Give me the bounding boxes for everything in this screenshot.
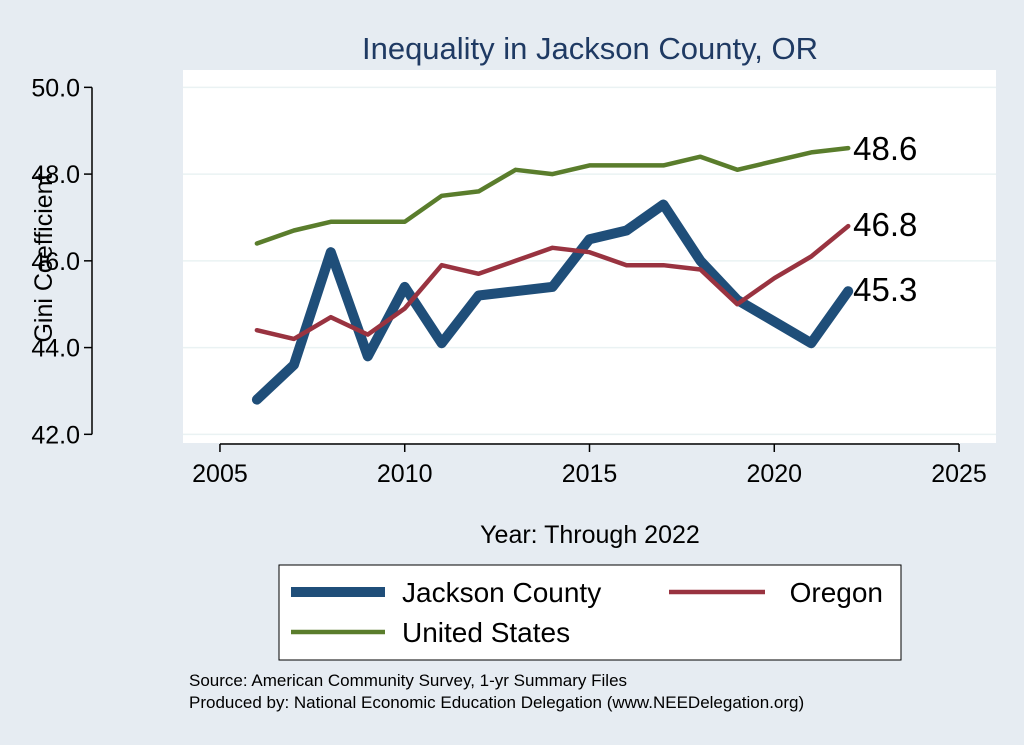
series-line-united-states — [254, 145, 851, 246]
y-axis-label: Gini Coefficient — [30, 173, 58, 342]
legend-box — [278, 564, 902, 661]
x-tick-label-2005: 2005 — [192, 460, 248, 488]
plot-area — [183, 70, 996, 443]
legend-label-oregon: Oregon — [790, 577, 883, 608]
grid-lines — [183, 86, 996, 436]
chart-title: Inequality in Jackson County, OR — [362, 31, 818, 66]
x-axis-label: Year: Through 2022 — [480, 521, 700, 549]
series-lines — [251, 145, 854, 405]
end-labels: 45.3 46.8 48.6 — [853, 130, 917, 308]
legend-label-united-states: United States — [402, 617, 570, 648]
legend: Jackson County Oregon United States — [278, 564, 902, 661]
series-line-oregon — [254, 223, 851, 342]
series-line-jackson-county — [251, 199, 854, 405]
tick-labels: 42.0 44.0 46.0 48.0 50.0 2005 2010 2015 2020 2025 — [31, 74, 987, 488]
legend-label-jackson-county: Jackson County — [402, 577, 601, 608]
end-label-oregon: 46.8 — [853, 206, 917, 243]
y-tick-label-44: 44.0 — [31, 335, 80, 363]
y-tick-label-46: 46.0 — [31, 248, 80, 276]
producer-note: Produced by: National Economic Education… — [189, 693, 804, 712]
end-label-united-states: 48.6 — [853, 130, 917, 167]
y-tick-label-42: 42.0 — [31, 421, 80, 449]
axes — [84, 86, 960, 452]
y-tick-label-48: 48.0 — [31, 161, 80, 189]
y-tick-label-50: 50.0 — [31, 74, 80, 102]
end-label-jackson-county: 45.3 — [853, 271, 917, 308]
x-tick-label-2020: 2020 — [746, 460, 802, 488]
source-note: Source: American Community Survey, 1-yr … — [189, 671, 627, 690]
x-tick-label-2025: 2025 — [931, 460, 987, 488]
x-tick-label-2015: 2015 — [562, 460, 618, 488]
x-tick-label-2010: 2010 — [377, 460, 433, 488]
